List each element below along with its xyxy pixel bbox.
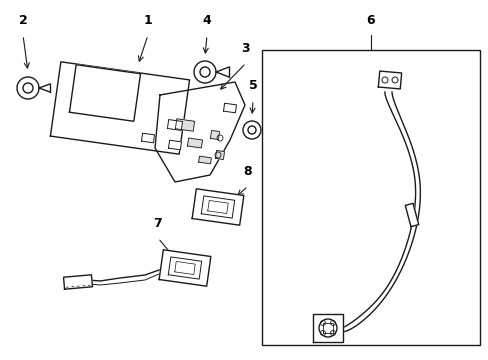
Polygon shape [175, 119, 194, 131]
Polygon shape [210, 130, 219, 140]
Polygon shape [405, 203, 418, 227]
Bar [262, 50, 479, 345]
Polygon shape [50, 62, 189, 154]
Text: 6: 6 [366, 14, 375, 27]
Polygon shape [198, 156, 211, 164]
Polygon shape [159, 250, 210, 286]
Text: 3: 3 [241, 42, 250, 55]
Text: 1: 1 [143, 14, 152, 27]
Circle shape [243, 121, 261, 139]
Polygon shape [201, 196, 234, 218]
Text: 5: 5 [248, 79, 257, 92]
Polygon shape [69, 65, 140, 121]
Polygon shape [168, 257, 201, 279]
Text: 4: 4 [202, 14, 211, 27]
Polygon shape [192, 189, 244, 225]
Polygon shape [378, 71, 401, 89]
Polygon shape [312, 314, 342, 342]
Text: 2: 2 [19, 14, 27, 27]
Text: 8: 8 [243, 165, 252, 178]
Circle shape [17, 77, 39, 99]
Polygon shape [63, 275, 92, 289]
Polygon shape [141, 133, 154, 143]
Circle shape [194, 61, 216, 83]
Polygon shape [215, 150, 224, 159]
Text: 7: 7 [153, 217, 162, 230]
Polygon shape [168, 140, 181, 150]
Polygon shape [167, 120, 182, 130]
Polygon shape [223, 103, 236, 113]
Polygon shape [155, 82, 244, 182]
Polygon shape [187, 138, 202, 148]
